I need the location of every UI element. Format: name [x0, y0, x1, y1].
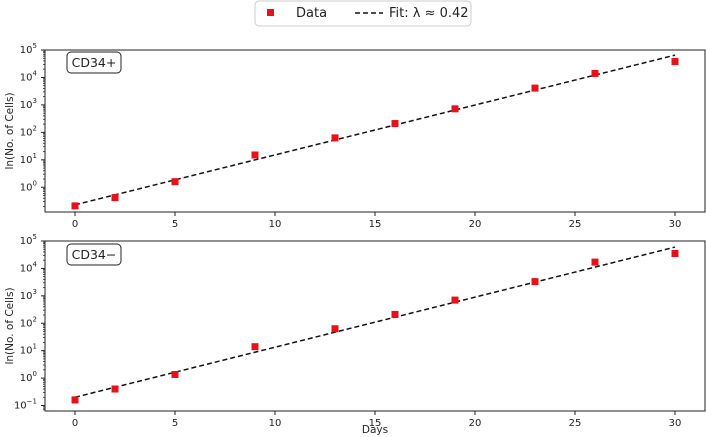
- legend-data-marker: [267, 9, 274, 16]
- legend-fit-label: Fit: λ ≈ 0.42: [389, 6, 469, 21]
- data-point-cd34-plus-5: [391, 120, 399, 128]
- data-point-cd34-minus-5: [391, 310, 399, 318]
- fit-line-cd34-minus: [74, 246, 676, 398]
- data-point-cd34-minus-7: [531, 278, 539, 286]
- panel-label-box-cd34-minus: CD34−: [66, 243, 122, 266]
- x-tick-label: 20: [469, 219, 482, 230]
- x-tick-label: 0: [72, 418, 78, 429]
- data-point-cd34-plus-3: [251, 151, 259, 159]
- data-point-cd34-plus-0: [71, 202, 79, 210]
- x-tick-label: 15: [369, 219, 382, 230]
- data-point-cd34-minus-0: [71, 396, 79, 404]
- data-point-cd34-minus-1: [111, 385, 119, 393]
- panel-cd34-minus-points: [71, 250, 679, 404]
- data-point-cd34-minus-4: [331, 325, 339, 333]
- panel-label-box-cd34-plus: CD34+: [66, 51, 122, 74]
- x-tick-label: 25: [569, 418, 582, 429]
- x-tick-label: 30: [669, 418, 682, 429]
- ylabel-cd34-plus: ln(No. of Cells): [4, 92, 16, 169]
- legend: Data Fit: λ ≈ 0.42: [254, 0, 472, 27]
- data-point-cd34-plus-9: [671, 58, 679, 66]
- data-point-cd34-minus-8: [591, 258, 599, 266]
- data-point-cd34-plus-6: [451, 105, 459, 113]
- data-point-cd34-minus-2: [171, 371, 179, 379]
- xlabel-days: Days: [362, 424, 388, 436]
- ylabel-cd34-minus: ln(No. of Cells): [4, 287, 16, 364]
- x-tick-label: 10: [269, 418, 282, 429]
- data-point-cd34-minus-3: [251, 343, 259, 351]
- data-point-cd34-plus-2: [171, 178, 179, 186]
- x-tick-label: 25: [569, 219, 582, 230]
- data-point-cd34-minus-6: [451, 296, 459, 304]
- x-tick-label: 0: [72, 219, 78, 230]
- data-point-cd34-plus-1: [111, 194, 119, 202]
- panel-cd34-minus-fit: [74, 246, 676, 398]
- data-point-cd34-minus-9: [671, 250, 679, 258]
- x-tick-label: 10: [269, 219, 282, 230]
- legend-data-label: Data: [296, 6, 327, 21]
- panel-cd34-plus-fit: [74, 54, 676, 206]
- panel-label-cd34-minus: CD34−: [72, 247, 117, 262]
- panel-cd34-plus-points: [71, 58, 679, 210]
- panel-cd34-plus-frame: [44, 49, 706, 213]
- panel-cd34-minus-frame: [44, 240, 706, 412]
- x-tick-label: 15: [369, 418, 382, 429]
- x-tick-label: 5: [172, 418, 178, 429]
- x-tick-label: 20: [469, 418, 482, 429]
- data-point-cd34-plus-7: [531, 84, 539, 92]
- x-tick-label: 5: [172, 219, 178, 230]
- data-point-cd34-plus-4: [331, 134, 339, 142]
- data-point-cd34-plus-8: [591, 69, 599, 77]
- fit-line-cd34-plus: [74, 54, 676, 206]
- x-tick-label: 30: [669, 219, 682, 230]
- panel-label-cd34-plus: CD34+: [72, 55, 117, 70]
